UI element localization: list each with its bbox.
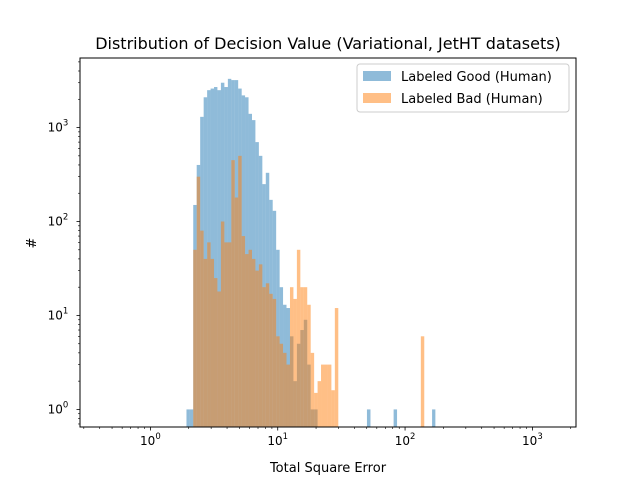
histogram-bar (321, 364, 325, 427)
bars-layer (186, 78, 436, 428)
histogram-bar (272, 298, 277, 427)
histogram-bar (189, 409, 194, 427)
histogram-bar (224, 242, 228, 427)
histogram-bar (214, 87, 218, 427)
histogram-bar (300, 287, 304, 427)
histogram-bar (231, 160, 235, 427)
histogram-bar (207, 242, 211, 427)
histogram-bar (307, 304, 311, 427)
histogram-bar (366, 409, 371, 427)
histogram-bar (289, 287, 294, 427)
chart-title: Distribution of Decision Value (Variatio… (95, 34, 561, 53)
histogram-bar (248, 249, 252, 427)
histogram-bar (420, 336, 425, 427)
histogram-bar (200, 230, 204, 427)
histogram-bar (317, 381, 322, 427)
histogram-bar (258, 264, 263, 427)
histogram-bar (283, 352, 287, 427)
y-axis-label: # (25, 238, 40, 249)
histogram-bar (269, 293, 273, 427)
histogram-bar (303, 287, 308, 427)
legend-box (356, 63, 570, 113)
histogram-bar (252, 258, 256, 427)
histogram-bar (234, 197, 239, 427)
histogram-bar (296, 249, 301, 427)
histogram-bar (279, 343, 284, 427)
histogram-bar (432, 409, 436, 427)
histogram-bar (196, 176, 201, 427)
histogram-bar (255, 270, 259, 427)
histogram-bar (227, 242, 232, 427)
histogram-bar (314, 392, 318, 427)
histogram-bar (238, 155, 242, 427)
histogram-bar (310, 352, 315, 427)
histogram-bar (210, 88, 215, 427)
histogram-bar (241, 236, 246, 427)
legend: Labeled Good (Human) Labeled Bad (Human) (356, 63, 570, 113)
histogram-bar (214, 278, 218, 427)
legend-label: Labeled Good (Human) (401, 70, 552, 85)
histogram-bar (393, 409, 398, 427)
histogram-bar (193, 249, 197, 427)
histogram-bar (220, 221, 225, 427)
histogram-bar (186, 409, 190, 427)
histogram-bar (217, 90, 221, 428)
histogram-bar (276, 336, 280, 427)
legend-swatch (363, 71, 391, 81)
histogram-bar (203, 258, 208, 427)
series-bad (193, 155, 425, 427)
histogram-bar (217, 291, 221, 427)
x-axis-label: Total Square Error (269, 461, 387, 476)
histogram-bar (327, 364, 332, 427)
legend-swatch (363, 93, 391, 103)
histogram-bar (286, 364, 290, 427)
histogram-bar (210, 258, 215, 427)
legend-label: Labeled Bad (Human) (401, 92, 543, 107)
histogram-bar (265, 283, 270, 427)
histogram-bar (324, 364, 328, 427)
histogram-bar (245, 254, 249, 427)
histogram-bar (331, 390, 335, 427)
histogram-bar (293, 298, 297, 427)
histogram-bar (334, 308, 339, 427)
histogram-bar (262, 287, 266, 427)
